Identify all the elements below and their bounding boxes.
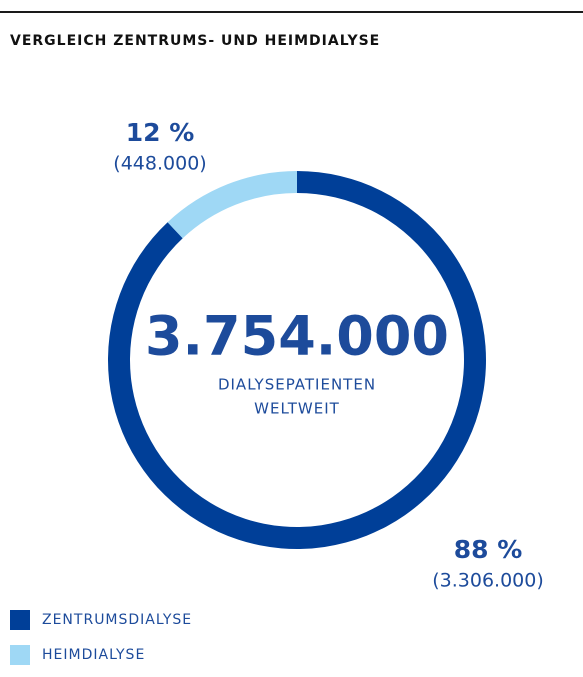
count-label: (3.306.000) xyxy=(432,570,544,592)
legend-swatch xyxy=(10,645,30,665)
value-label: 12 % xyxy=(126,118,195,147)
center-text: WELTWEIT xyxy=(254,400,340,418)
value-label: 88 % xyxy=(454,535,523,564)
count-label: (448.000) xyxy=(113,153,206,175)
chart-title: VERGLEICH ZENTRUMS- UND HEIMDIALYSE xyxy=(10,33,380,49)
center-total: 3.754.000 xyxy=(145,305,449,368)
center-text: DIALYSEPATIENTEN xyxy=(218,376,376,394)
legend-label: HEIMDIALYSE xyxy=(42,647,145,663)
legend-label: ZENTRUMSDIALYSE xyxy=(42,612,192,628)
legend-swatch xyxy=(10,610,30,630)
donut-segment xyxy=(167,171,297,239)
